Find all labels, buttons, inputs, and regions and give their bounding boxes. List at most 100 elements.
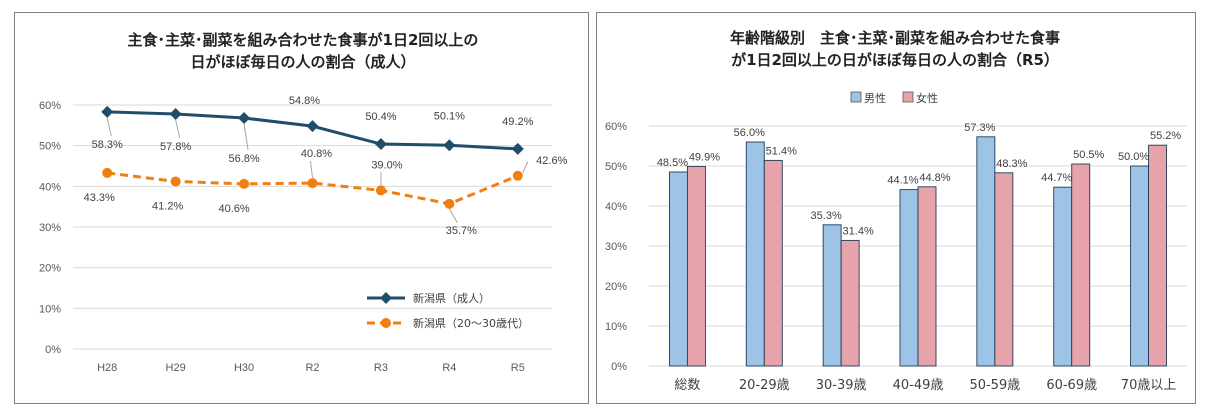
y-tick-label: 10% — [605, 321, 627, 333]
data-label-adult: 50.4% — [365, 111, 396, 123]
data-point-adult — [443, 139, 456, 152]
data-label-male: 48.5% — [657, 157, 688, 169]
bar-male — [822, 224, 842, 367]
bar-female — [1071, 163, 1091, 367]
data-label-adult: 57.8% — [160, 141, 191, 153]
x-category-label: 20-29歳 — [739, 378, 790, 393]
data-label-female: 48.3% — [996, 158, 1027, 170]
bar-male — [668, 171, 688, 367]
x-category-label: 60-69歳 — [1046, 378, 1097, 393]
data-point-adult — [101, 105, 114, 118]
bar-male — [1130, 165, 1150, 367]
data-label-male: 44.1% — [887, 175, 918, 187]
legend-label-male: 男性 — [864, 91, 886, 105]
data-label-young: 43.3% — [84, 192, 115, 204]
bar-female — [1148, 144, 1168, 367]
data-label-adult: 50.1% — [434, 110, 465, 122]
data-point-young — [512, 170, 523, 181]
leader-line — [448, 208, 458, 224]
y-tick-label: 60% — [39, 100, 61, 112]
leader-line — [310, 161, 313, 179]
bar-male — [1053, 186, 1073, 367]
line-chart-panel: 主食･主菜･副菜を組み合わせた食事が1日2回以上の 日がほぼ毎日の人の割合（成人）… — [14, 12, 589, 404]
bar-male — [976, 136, 996, 367]
data-label-female: 49.9% — [689, 151, 720, 163]
data-label-adult: 54.8% — [289, 95, 320, 107]
data-point-young — [307, 178, 318, 189]
bar-female — [917, 186, 937, 367]
y-tick-label: 30% — [605, 241, 627, 253]
bar-female — [994, 172, 1014, 367]
y-tick-label: 50% — [605, 161, 627, 173]
y-tick-label: 20% — [605, 281, 627, 293]
x-tick-label: H30 — [234, 362, 254, 374]
legend-marker-adult — [380, 292, 392, 304]
data-label-adult: 49.2% — [502, 116, 533, 128]
y-tick-label: 50% — [39, 141, 61, 153]
legend-label-female: 女性 — [916, 91, 938, 105]
y-tick-label: 40% — [39, 181, 61, 193]
data-label-adult: 58.3% — [92, 139, 123, 151]
data-label-young: 40.8% — [301, 148, 332, 160]
data-point-adult — [169, 107, 182, 120]
data-point-young — [375, 185, 386, 196]
data-label-female: 55.2% — [1150, 130, 1181, 142]
data-point-young — [444, 198, 455, 209]
x-tick-label: H29 — [166, 362, 186, 374]
line-chart: 主食･主菜･副菜を組み合わせた食事が1日2回以上の日がほぼ毎日の人の割合（成人）… — [39, 31, 568, 374]
x-category-label: 40-49歳 — [893, 378, 944, 393]
bar-female — [686, 165, 706, 367]
chart-title-line: 年齢階級別 主食･主菜･副菜を組み合わせた食事 — [730, 29, 1060, 47]
legend-marker-young — [381, 318, 391, 328]
data-label-young: 42.6% — [536, 155, 567, 167]
x-category-label: 50-59歳 — [969, 378, 1020, 393]
x-tick-label: R3 — [374, 362, 388, 374]
x-category-label: 30-39歳 — [816, 378, 867, 393]
bar-female — [763, 159, 783, 367]
data-label-young: 41.2% — [152, 200, 183, 212]
data-label-young: 39.0% — [371, 159, 402, 171]
y-tick-label: 20% — [39, 263, 61, 275]
bar-female — [840, 239, 860, 367]
data-label-male: 35.3% — [811, 210, 842, 222]
data-point-adult — [238, 112, 251, 125]
legend-label-young: 新潟県（20～30歳代） — [413, 316, 529, 330]
x-category-label: 総数 — [674, 378, 700, 393]
y-tick-label: 0% — [611, 361, 627, 373]
x-tick-label: R4 — [442, 362, 456, 374]
chart-title-line: が1日2回以上の日がほぼ毎日の人の割合（R5） — [731, 51, 1059, 69]
data-label-female: 31.4% — [843, 225, 874, 237]
data-label-young: 40.6% — [218, 203, 249, 215]
legend-swatch-male — [850, 91, 862, 103]
data-label-adult: 56.8% — [228, 153, 259, 165]
legend-swatch-female — [902, 91, 914, 103]
y-tick-label: 30% — [39, 222, 61, 234]
data-point-adult — [374, 138, 387, 151]
leader-line — [106, 117, 112, 137]
y-tick-label: 0% — [45, 344, 61, 356]
data-point-adult — [511, 142, 524, 155]
data-label-female: 44.8% — [919, 172, 950, 184]
x-tick-label: R2 — [305, 362, 319, 374]
leader-line — [522, 161, 529, 173]
data-label-female: 51.4% — [766, 145, 797, 157]
data-point-young — [239, 178, 250, 189]
y-tick-label: 60% — [605, 121, 627, 133]
data-point-young — [102, 167, 113, 178]
bar-male — [745, 141, 765, 367]
data-label-young: 35.7% — [446, 225, 477, 237]
chart-title-line: 日がほぼ毎日の人の割合（成人） — [190, 53, 415, 71]
x-tick-label: H28 — [97, 362, 117, 374]
data-point-young — [170, 176, 181, 187]
bar-chart: 年齢階級別 主食･主菜･副菜を組み合わせた食事が1日2回以上の日がほぼ毎日の人の… — [605, 29, 1187, 393]
bar-chart-panel: 年齢階級別 主食･主菜･副菜を組み合わせた食事 が1日2回以上の日がほぼ毎日の人の… — [596, 12, 1196, 404]
data-label-male: 57.3% — [964, 122, 995, 134]
legend-label-adult: 新潟県（成人） — [413, 291, 490, 305]
data-label-male: 44.7% — [1041, 172, 1072, 184]
data-label-male: 56.0% — [734, 127, 765, 139]
data-label-male: 50.0% — [1118, 151, 1149, 163]
bar-male — [899, 189, 919, 367]
x-tick-label: R5 — [511, 362, 525, 374]
data-point-adult — [306, 120, 319, 133]
leader-line — [243, 123, 249, 151]
